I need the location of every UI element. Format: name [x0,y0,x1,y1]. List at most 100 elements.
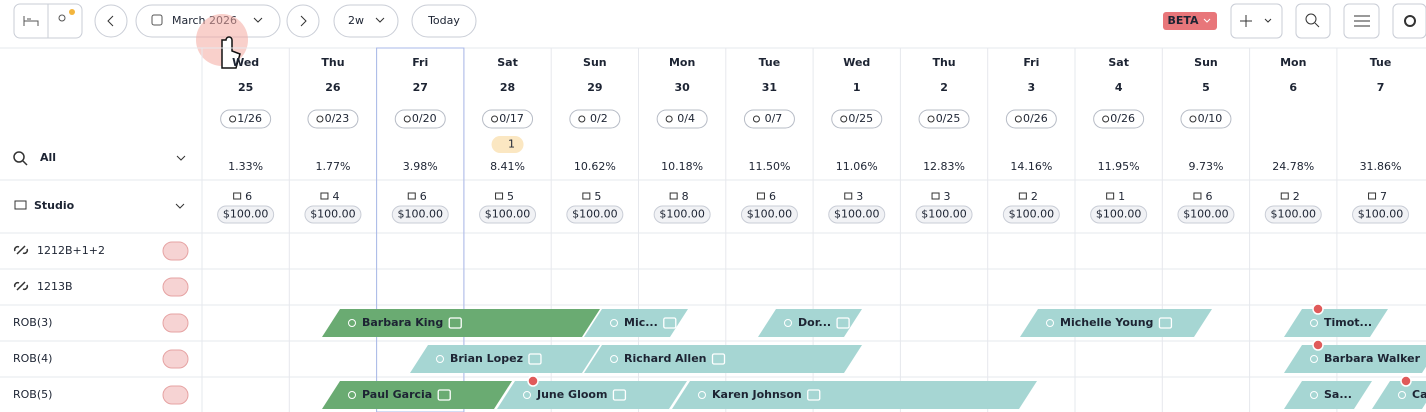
booking[interactable] [1284,345,1426,373]
briefcase-icon [528,353,542,365]
occupancy-pill [656,109,708,129]
occupancy-pill [1180,109,1232,129]
occupancy-percent: 10.62% [574,160,616,173]
booking[interactable] [497,381,687,409]
unit-name: 1212B+1+2 [37,244,105,257]
day-number: 26 [325,81,341,94]
add-button[interactable] [1230,3,1283,39]
guest-name: Barbara King [362,316,443,329]
day-number: 27 [413,81,428,94]
cursor [221,36,241,69]
search-icon [22,160,28,166]
search-icon [13,151,25,163]
occupancy-percent: 24.78% [1272,160,1314,173]
price-pill [1352,205,1410,224]
weekday: Tue [1370,56,1392,69]
unit-tag[interactable] [162,385,189,405]
occupancy-pill [1093,109,1145,129]
chevron[interactable] [175,203,185,209]
occupancy-percent: 31.86% [1360,160,1402,173]
beta-badge[interactable] [1163,12,1217,30]
occupancy: 0/4 [677,112,695,125]
chevron[interactable] [176,155,186,161]
booking[interactable] [1284,309,1388,337]
day-number: 2 [940,81,948,94]
price-pill [740,205,798,224]
weekday: Wed [843,56,870,69]
price: $100.00 [398,208,444,221]
today-button[interactable] [411,4,477,38]
unit-icon [669,192,678,200]
guest-icon [523,391,531,399]
price-pill [479,205,537,224]
booking[interactable] [1284,381,1372,409]
available-units: 4 [332,190,339,203]
notification-dot [69,9,75,15]
guest-icon [927,115,935,123]
search-button[interactable] [1295,3,1331,39]
guest-icon [784,319,792,327]
price: $100.00 [1271,208,1317,221]
guest-icon [578,115,586,123]
price: $100.00 [921,208,967,221]
occupancy: 0/25 [848,112,873,125]
booking[interactable] [584,345,862,373]
occupancy-percent: 11.95% [1098,160,1140,173]
available-units: 5 [507,190,514,203]
guest-name: June Gloom [536,388,607,401]
people-icon [58,14,66,22]
price: $100.00 [747,208,793,221]
price-pill [566,205,624,224]
settings-button[interactable] [1392,3,1426,39]
guest-name: Carol [1412,388,1426,401]
briefcase-icon [711,353,726,365]
guest-icon [1102,115,1110,123]
guest-icon [1310,319,1318,327]
booking[interactable] [322,381,512,409]
unit-tag[interactable] [162,241,189,261]
price: $100.00 [834,208,880,221]
occupancy-pill [569,109,621,129]
available-units: 6 [245,190,252,203]
guest-icon [229,115,237,123]
booking[interactable] [672,381,1037,409]
chevron [1203,18,1211,23]
next-button[interactable] [286,4,320,38]
guest-icon [610,355,618,363]
bed-icon [23,16,39,26]
occupancy: 0/26 [1110,112,1135,125]
range-picker[interactable] [333,4,399,38]
day-number: 5 [1202,81,1210,94]
guest-icon [1046,319,1054,327]
unit-icon [1368,192,1377,200]
prev-button[interactable] [94,4,128,38]
occupancy-pill [1005,109,1057,129]
occupancy: 0/17 [499,112,524,125]
unit-icon [495,192,504,200]
unit-icon [582,192,591,200]
unit-tag[interactable] [162,313,189,333]
unit-icon [1280,192,1289,200]
booking[interactable] [1020,309,1212,337]
unit-icon [407,192,416,200]
price-pill [915,205,973,224]
guest-icon [348,391,356,399]
weekday: Tue [759,56,781,69]
weekday: Sun [1194,56,1218,69]
badge [491,136,524,153]
booking[interactable] [584,309,688,337]
briefcase-icon [663,317,677,329]
price: $100.00 [223,208,269,221]
guest-icon [1310,355,1318,363]
occupancy: 0/10 [1198,112,1223,125]
booking[interactable] [410,345,600,373]
briefcase-icon [437,389,451,401]
filter-label: All [40,151,56,164]
available-units: 1 [1118,190,1125,203]
guest-icon [403,115,411,123]
unit-tag[interactable] [162,349,189,369]
occupancy-pill [918,109,970,129]
booking[interactable] [758,309,862,337]
unit-tag[interactable] [162,277,189,297]
add-icon [1240,15,1272,27]
